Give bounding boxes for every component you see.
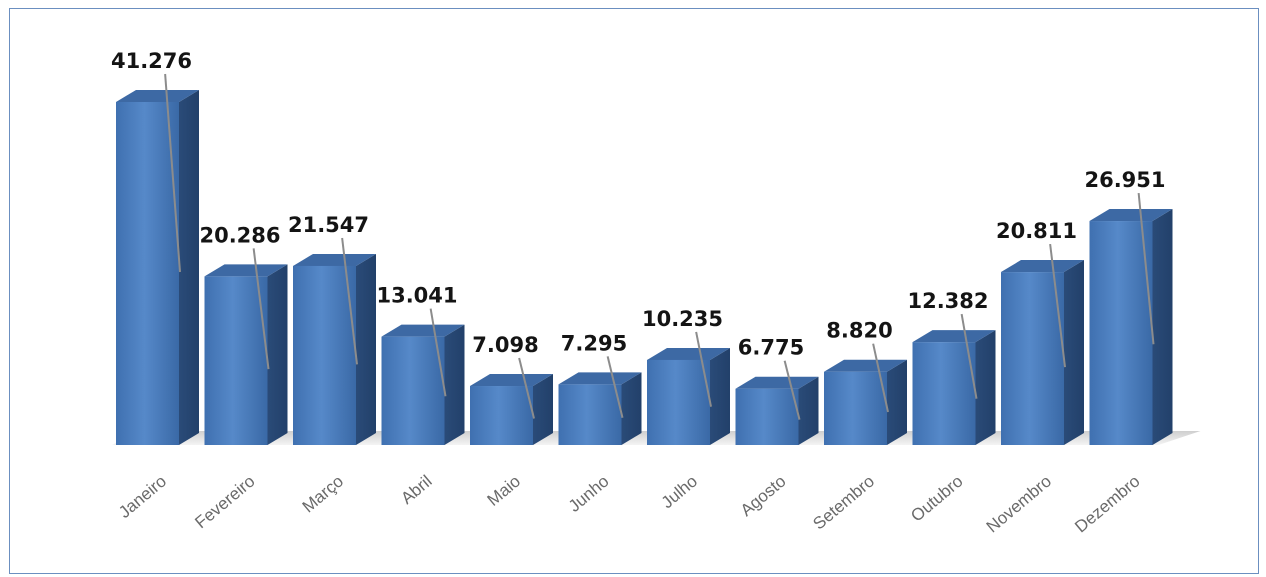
data-label: 20.286 — [199, 223, 280, 247]
bar-maro — [293, 253, 376, 445]
leader-line — [695, 331, 712, 407]
data-label: 20.811 — [996, 219, 1077, 243]
data-label: 10.235 — [642, 307, 723, 331]
leader-line — [783, 360, 801, 420]
bar-abril — [381, 324, 465, 445]
x-tick-label: Março — [299, 472, 347, 517]
data-label: 21.547 — [288, 213, 369, 237]
x-tick-label: Setembro — [809, 472, 878, 534]
x-tick-label: Novembro — [983, 472, 1055, 537]
x-tick-label: Agosto — [737, 472, 790, 521]
bar-maio — [470, 374, 553, 445]
leader-line — [872, 343, 889, 413]
x-tick-label: Julho — [658, 472, 701, 513]
leader-line — [518, 357, 535, 419]
data-label: 13.041 — [376, 284, 457, 308]
leader-line — [960, 313, 978, 399]
leader-line — [341, 237, 358, 365]
leader-line — [429, 308, 447, 397]
leader-line — [1049, 243, 1066, 368]
bar-setembro — [824, 359, 907, 445]
bar-julho — [647, 347, 730, 445]
leader-line — [252, 248, 270, 370]
data-label: 41.276 — [111, 49, 192, 73]
bar-janeiro — [116, 90, 199, 445]
data-label: 7.098 — [472, 333, 538, 357]
x-tick-label: Outubro — [907, 472, 966, 526]
bar-outubro — [912, 330, 996, 445]
x-tick-label: Abril — [397, 472, 435, 508]
leader-line — [606, 356, 624, 418]
data-label: 7.295 — [561, 331, 627, 355]
bar-novembro — [1001, 260, 1084, 445]
bar-dezembro — [1089, 209, 1173, 445]
x-tick-label: Fevereiro — [191, 472, 258, 533]
data-label: 8.820 — [826, 319, 892, 343]
bar-fevereiro — [204, 264, 288, 445]
x-tick-label: Dezembro — [1071, 472, 1143, 537]
bar-junho — [558, 372, 642, 445]
data-label: 12.382 — [907, 289, 988, 313]
x-tick-label: Junho — [565, 472, 613, 516]
x-tick-label: Janeiro — [115, 472, 170, 522]
bar-agosto — [735, 376, 819, 445]
x-tick-label: Maio — [484, 472, 524, 510]
leader-line — [1137, 192, 1155, 345]
data-label: 6.775 — [738, 336, 804, 360]
data-label: 26.951 — [1084, 168, 1165, 192]
leader-line — [164, 73, 181, 273]
